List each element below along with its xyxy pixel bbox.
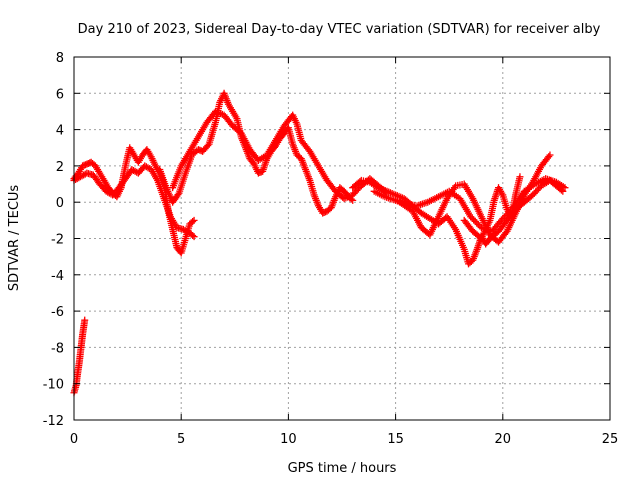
data-point	[473, 219, 481, 227]
series-track-e	[349, 176, 567, 268]
y-tick-label: 8	[56, 51, 64, 66]
y-tick-label: -4	[51, 269, 64, 284]
x-tick-label: 20	[495, 432, 512, 447]
chart-title: Day 210 of 2023, Sidereal Day-to-day VTE…	[78, 22, 601, 37]
data-point	[471, 217, 479, 225]
y-tick-label: -6	[51, 305, 64, 320]
data-point	[190, 233, 198, 241]
series-track-d	[169, 107, 391, 203]
x-tick-label: 5	[177, 432, 185, 447]
y-tick-label: 0	[56, 196, 64, 211]
y-tick-label: 2	[56, 160, 64, 175]
data-point	[189, 231, 197, 239]
x-tick-label: 0	[70, 432, 78, 447]
data-point	[561, 184, 569, 192]
data-point	[499, 215, 507, 223]
data-point	[189, 218, 197, 226]
x-axis-label: GPS time / hours	[288, 461, 397, 476]
gridlines	[74, 57, 610, 420]
data-series	[70, 89, 569, 397]
y-tick-label: -10	[43, 378, 64, 393]
y-tick-label: 4	[56, 124, 64, 139]
series-track-h	[460, 173, 524, 242]
data-point	[81, 316, 89, 324]
series-track-b	[70, 162, 198, 241]
data-point	[545, 153, 553, 161]
series-track-g	[396, 151, 554, 246]
series-track-early	[70, 316, 89, 397]
data-point	[546, 151, 554, 159]
data-point	[468, 214, 476, 222]
x-tick-label: 25	[602, 432, 619, 447]
y-tick-label: -12	[43, 414, 64, 429]
axis-ticks: 0 5 10 15 20 25 -12 -10 -8 -6 -4 -2 0 2 4 6 8	[43, 51, 619, 447]
y-tick-label: -8	[51, 341, 64, 356]
data-point	[467, 213, 475, 221]
data-point	[516, 173, 524, 181]
data-point	[470, 216, 478, 224]
data-point	[190, 216, 198, 224]
x-tick-label: 15	[387, 432, 404, 447]
data-point	[474, 220, 482, 228]
series-track-a	[70, 144, 198, 257]
data-point	[500, 213, 508, 221]
x-tick-label: 10	[280, 432, 297, 447]
y-axis-label: SDTVAR / TECUs	[7, 185, 22, 292]
y-tick-label: 6	[56, 87, 64, 102]
data-point	[174, 191, 182, 199]
y-tick-label: -2	[51, 233, 64, 248]
